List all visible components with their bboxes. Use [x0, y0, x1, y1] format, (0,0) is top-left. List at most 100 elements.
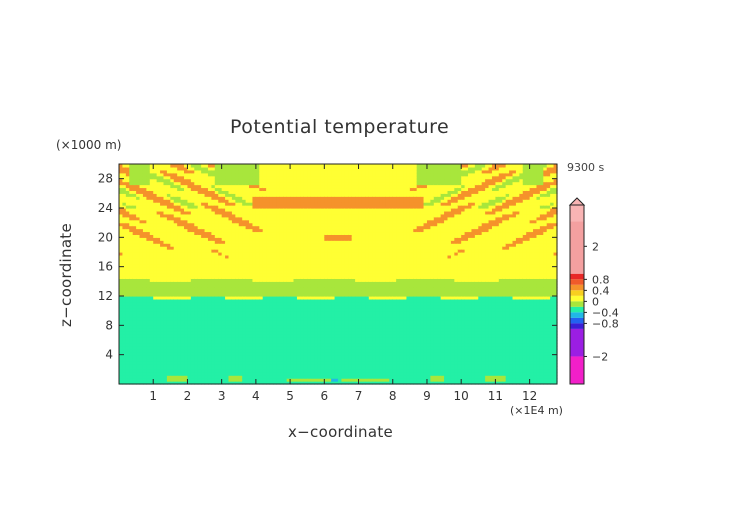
heatmap-cell [119, 304, 124, 309]
heatmap-cell [249, 278, 254, 282]
heatmap-cell [245, 166, 250, 171]
heatmap-cell [173, 166, 178, 171]
heatmap-cell [314, 354, 319, 359]
heatmap-cell [228, 231, 233, 235]
heatmap-cell [170, 275, 175, 279]
heatmap-cell [129, 237, 134, 241]
heatmap-cell [163, 316, 168, 321]
heatmap-cell [197, 210, 202, 215]
heatmap-cell [122, 328, 127, 332]
heatmap-cell [119, 322, 124, 326]
heatmap-cell [286, 266, 291, 271]
heatmap-cell [153, 348, 158, 353]
heatmap-cell [334, 266, 339, 271]
heatmap-cell [142, 178, 147, 183]
heatmap-cell [231, 260, 236, 265]
heatmap-cell [279, 363, 284, 367]
heatmap-cell [272, 225, 277, 230]
heatmap-cell [132, 175, 137, 180]
heatmap-cell [204, 296, 209, 300]
heatmap-cell [290, 351, 295, 356]
heatmap-cell [266, 369, 271, 373]
heatmap-cell [160, 193, 165, 197]
heatmap-cell [218, 322, 223, 326]
heatmap-cell [249, 378, 254, 382]
heatmap-cell [177, 275, 182, 279]
heatmap-cell [290, 348, 295, 353]
heatmap-cell [290, 287, 295, 291]
heatmap-cell [338, 360, 343, 365]
heatmap-cell [149, 219, 154, 224]
heatmap-cell [245, 260, 250, 265]
heatmap-cell [136, 281, 141, 285]
heatmap-cell [341, 249, 346, 253]
heatmap-cell [314, 199, 319, 203]
heatmap-cell [197, 281, 202, 285]
heatmap-cell [197, 231, 202, 235]
heatmap-cell [286, 348, 291, 353]
heatmap-cell [290, 237, 295, 241]
heatmap-cell [235, 202, 240, 206]
heatmap-cell [338, 275, 343, 279]
heatmap-cell [293, 181, 298, 186]
heatmap-cell [166, 243, 171, 247]
heatmap-cell [324, 298, 329, 303]
heatmap-cell [283, 199, 288, 203]
heatmap-cell [173, 169, 178, 174]
heatmap-cell [283, 202, 288, 206]
heatmap-cell [139, 254, 144, 259]
heatmap-cell [225, 322, 230, 326]
heatmap-cell [320, 246, 325, 250]
heatmap-cell [331, 375, 336, 379]
heatmap-cell [180, 164, 185, 168]
heatmap-cell [231, 354, 236, 359]
heatmap-cell [160, 175, 165, 180]
heatmap-cell [204, 378, 209, 382]
heatmap-cell [286, 275, 291, 279]
heatmap-cell [201, 342, 206, 347]
heatmap-cell [231, 254, 236, 259]
heatmap-cell [214, 322, 219, 326]
heatmap-cell [197, 249, 202, 253]
heatmap-cell [296, 281, 301, 285]
heatmap-cell [242, 369, 247, 373]
heatmap-cell [153, 357, 158, 362]
heatmap-cell [211, 246, 216, 250]
heatmap-cell [211, 375, 216, 379]
heatmap-cell [259, 219, 264, 224]
heatmap-cell [262, 366, 267, 370]
heatmap-cell [303, 243, 308, 247]
heatmap-cell [146, 313, 151, 318]
heatmap-cell [149, 372, 154, 376]
heatmap-cell [119, 205, 124, 209]
heatmap-cell [173, 316, 178, 321]
heatmap-cell [184, 196, 189, 200]
heatmap-cell [184, 366, 189, 370]
heatmap-cell [259, 249, 264, 253]
heatmap-cell [242, 304, 247, 309]
heatmap-cell [317, 351, 322, 356]
heatmap-cell [119, 249, 124, 253]
heatmap-cell [303, 208, 308, 212]
heatmap-cell [149, 216, 154, 221]
heatmap-cell [320, 363, 325, 367]
heatmap-cell [272, 381, 277, 385]
heatmap-cell [221, 169, 226, 174]
heatmap-cell [255, 296, 260, 300]
heatmap-cell [163, 193, 168, 197]
heatmap-cell [238, 213, 243, 218]
heatmap-cell [129, 369, 134, 373]
heatmap-cell [204, 272, 209, 277]
heatmap-cell [136, 166, 141, 171]
heatmap-cell [327, 337, 332, 341]
heatmap-cell [272, 269, 277, 274]
heatmap-cell [170, 252, 175, 256]
heatmap-cell [163, 319, 168, 323]
heatmap-cell [231, 284, 236, 288]
heatmap-cell [324, 216, 329, 221]
heatmap-cell [225, 263, 230, 268]
heatmap-cell [211, 381, 216, 385]
heatmap-cell [204, 166, 209, 171]
heatmap-cell [327, 310, 332, 315]
heatmap-cell [187, 266, 192, 271]
